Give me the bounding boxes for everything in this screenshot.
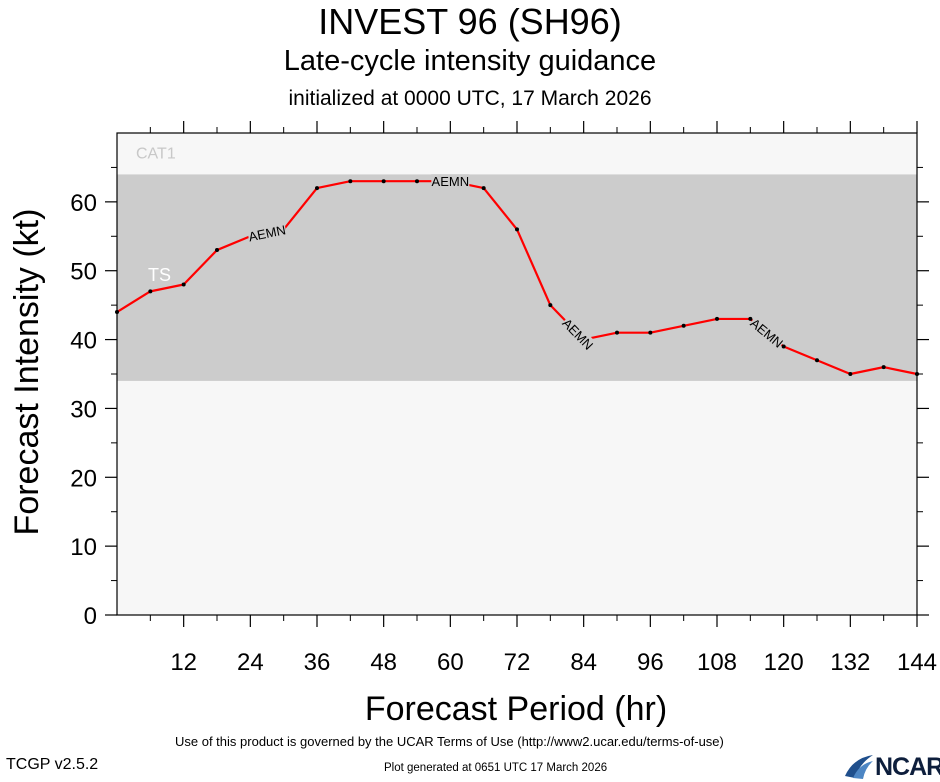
band-label-cat1: CAT1	[136, 145, 176, 162]
x-axis-label: Forecast Period (hr)	[365, 690, 667, 728]
x-tick-label: 24	[237, 649, 264, 676]
data-point	[348, 179, 353, 184]
data-point	[881, 365, 886, 370]
x-tick-label: 144	[897, 649, 937, 676]
x-tick-label: 12	[170, 649, 197, 676]
y-tick-label: 50	[70, 259, 97, 286]
data-point	[681, 323, 686, 328]
series-label-bg	[559, 315, 597, 353]
y-axis-label: Forecast Intensity (kt)	[8, 209, 46, 536]
data-point	[381, 179, 386, 184]
data-point	[815, 358, 819, 363]
y-tick-label: 60	[70, 190, 97, 217]
data-point	[215, 248, 219, 253]
data-point	[715, 316, 719, 321]
version-label: TCGP v2.5.2	[6, 756, 99, 773]
x-tick-label: 120	[764, 649, 804, 676]
x-tick-label: 96	[637, 649, 664, 676]
data-point	[148, 289, 153, 294]
ncar-logo-text: NCAR	[875, 753, 940, 781]
y-tick-label: 30	[70, 396, 97, 423]
series-label: AEMN	[247, 222, 287, 244]
chart-init-time: initialized at 0000 UTC, 17 March 2026	[288, 87, 652, 110]
band-ts	[117, 174, 917, 381]
data-point	[315, 186, 319, 191]
data-point	[515, 227, 519, 232]
band-cat1	[117, 133, 917, 175]
data-point	[115, 310, 119, 315]
intensity-bands: TS CAT1	[117, 133, 917, 615]
generated-time: Plot generated at 0651 UTC 17 March 2026	[384, 762, 608, 774]
data-point	[648, 330, 653, 335]
chart-title: INVEST 96 (SH96)	[318, 1, 622, 42]
x-tick-label: 72	[504, 649, 531, 676]
y-tick-label: 20	[70, 465, 97, 492]
data-point	[415, 179, 419, 184]
x-tick-label: 48	[370, 649, 397, 676]
series-label-bg	[431, 174, 470, 189]
ncar-swoosh-icon	[845, 755, 873, 779]
x-tick-label: 84	[570, 649, 597, 676]
ncar-logo: NCAR	[843, 752, 940, 781]
data-point	[181, 282, 186, 287]
chart-subtitle: Late-cycle intensity guidance	[283, 45, 657, 77]
y-tick-label: 0	[84, 603, 97, 630]
band-label-ts: TS	[148, 265, 171, 285]
data-point	[781, 344, 786, 349]
x-tick-label: 108	[697, 649, 737, 676]
terms-of-use-note: Use of this product is governed by the U…	[175, 734, 724, 749]
data-point	[481, 186, 486, 191]
data-point	[915, 372, 919, 376]
x-tick-label: 60	[437, 649, 464, 676]
data-point	[748, 316, 753, 321]
y-tick-label: 10	[70, 534, 97, 561]
x-tick-label: 132	[830, 649, 870, 676]
data-point	[615, 330, 619, 335]
x-tick-label: 36	[304, 649, 331, 676]
y-tick-label: 40	[70, 328, 97, 355]
data-point	[548, 303, 553, 308]
series-label-bg	[747, 315, 787, 351]
data-point	[848, 372, 853, 376]
series-label-bg	[246, 222, 288, 244]
series-label: AEMN	[432, 174, 470, 189]
intensity-chart: TS CAT1 0 10 20 30 40 50 60 12 24 36 48 60 72 84 96 108 1…	[8, 121, 937, 728]
